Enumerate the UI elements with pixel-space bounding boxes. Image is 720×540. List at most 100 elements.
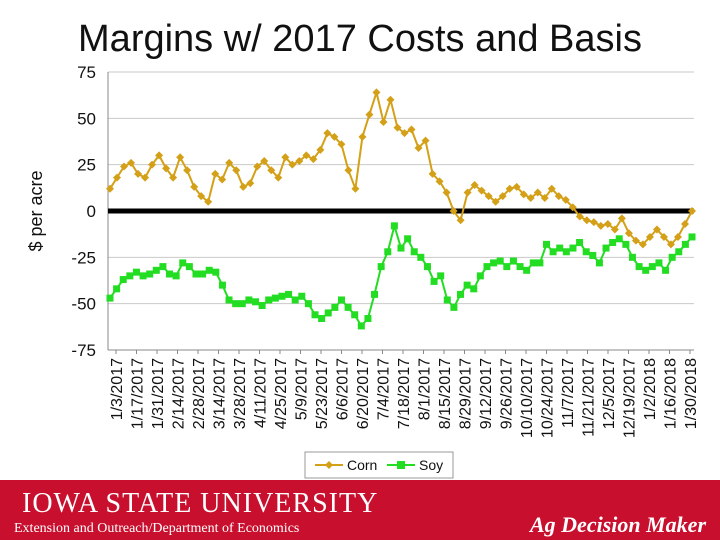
data-point-soy — [662, 266, 670, 274]
x-tick-label: 1/2/2018 — [642, 358, 659, 420]
data-point-soy — [225, 296, 233, 304]
data-point-corn — [603, 219, 612, 228]
data-point-soy — [516, 263, 524, 271]
data-point-corn — [106, 184, 114, 193]
university-logo-text: IOWA STATE UNIVERSITY — [22, 488, 379, 519]
data-point-corn — [575, 212, 584, 221]
data-point-soy — [576, 239, 584, 247]
data-point-corn — [183, 166, 192, 175]
data-point-corn — [442, 188, 451, 197]
data-point-corn — [400, 129, 409, 138]
data-point-soy — [543, 240, 550, 248]
data-point-corn — [344, 166, 353, 175]
x-tick-label: 6/6/2017 — [335, 358, 352, 420]
x-tick-label: 8/1/2017 — [417, 358, 434, 420]
data-point-soy — [318, 314, 326, 322]
data-point-soy — [569, 244, 577, 252]
x-tick-label: 11/7/2017 — [560, 358, 577, 428]
data-point-soy — [258, 302, 266, 310]
data-point-soy — [437, 272, 445, 280]
data-point-corn — [309, 155, 318, 164]
x-tick-label: 5/23/2017 — [314, 358, 331, 429]
data-point-soy — [311, 311, 319, 319]
data-point-soy — [688, 233, 696, 241]
data-point-corn — [267, 166, 276, 175]
data-point-corn — [463, 188, 472, 197]
line-chart: 75 50 25 0 -25 -50 -75 $ per acre 1/3/2017 1/17/2… — [26, 63, 700, 479]
data-point-soy — [113, 285, 121, 293]
data-point-soy — [450, 303, 458, 311]
data-point-soy — [595, 259, 603, 267]
data-point-corn — [645, 232, 654, 241]
data-point-corn — [393, 123, 402, 132]
data-point-soy — [232, 300, 240, 308]
data-point-soy — [199, 270, 207, 278]
data-point-corn — [323, 129, 332, 138]
data-point-corn — [169, 173, 178, 182]
x-tick-label: 12/19/2017 — [622, 358, 639, 438]
data-point-corn — [190, 182, 199, 191]
data-point-soy — [562, 248, 570, 256]
data-point-corn — [561, 195, 570, 204]
data-point-corn — [211, 169, 220, 178]
data-point-corn — [113, 173, 122, 182]
x-tick-label: 2/28/2017 — [191, 358, 208, 429]
footer-bar — [0, 480, 720, 540]
data-point-corn — [589, 218, 598, 227]
data-point-soy — [390, 222, 398, 230]
data-point-soy — [457, 290, 465, 298]
data-point-soy — [331, 303, 339, 311]
data-point-corn — [120, 162, 129, 171]
data-point-soy — [371, 290, 379, 298]
data-point-corn — [470, 181, 479, 190]
data-point-soy — [509, 257, 517, 265]
x-tick-label: 10/24/2017 — [540, 358, 557, 438]
data-point-corn — [659, 232, 668, 241]
data-point-corn — [372, 88, 381, 97]
data-point-soy — [470, 285, 478, 293]
y-tick-label: 50 — [77, 109, 96, 128]
data-point-soy — [185, 263, 193, 271]
legend-label-soy: Soy — [419, 457, 443, 473]
data-point-soy — [152, 266, 160, 274]
data-point-corn — [582, 216, 591, 225]
data-point-soy — [490, 259, 498, 267]
x-tick-label: 4/25/2017 — [273, 358, 290, 429]
data-point-soy — [344, 303, 352, 311]
y-tick-label: -25 — [71, 248, 96, 267]
data-point-corn — [498, 192, 507, 201]
x-tick-label: 1/3/2017 — [109, 358, 126, 420]
x-tick-label: 8/15/2017 — [437, 358, 454, 429]
data-point-corn — [337, 140, 346, 149]
data-point-soy — [582, 248, 590, 256]
data-point-soy — [265, 296, 273, 304]
data-point-soy — [681, 240, 689, 248]
data-point-corn — [176, 153, 185, 162]
data-point-corn — [596, 221, 605, 230]
data-point-soy — [337, 296, 345, 304]
data-point-corn — [239, 182, 248, 191]
data-point-soy — [622, 240, 630, 248]
data-point-corn — [568, 203, 577, 212]
x-tick-label: 3/14/2017 — [212, 358, 229, 429]
data-point-corn — [456, 216, 465, 225]
data-point-corn — [428, 169, 437, 178]
data-point-corn — [386, 95, 395, 104]
data-point-soy — [536, 259, 544, 267]
data-point-soy — [192, 270, 200, 278]
data-point-soy — [549, 248, 557, 256]
department-text: Extension and Outreach/Department of Eco… — [14, 521, 300, 536]
data-point-corn — [688, 207, 696, 215]
x-tick-label: 1/30/2018 — [683, 358, 700, 429]
data-point-soy — [404, 235, 412, 243]
data-point-soy — [179, 259, 187, 267]
chart-title: Margins w/ 2017 Costs and Basis — [78, 18, 642, 60]
data-point-corn — [330, 132, 339, 141]
data-point-soy — [523, 266, 531, 274]
data-point-corn — [519, 190, 528, 199]
data-point-soy — [476, 272, 484, 280]
data-point-soy — [278, 292, 286, 300]
data-point-soy — [430, 277, 438, 285]
data-point-soy — [166, 270, 174, 278]
data-point-soy — [628, 253, 636, 261]
